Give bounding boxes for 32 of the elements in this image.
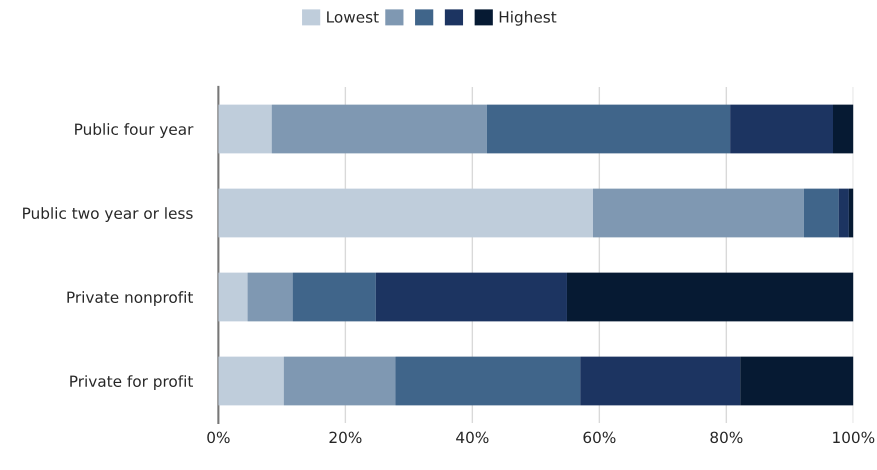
bar <box>833 104 854 154</box>
bar <box>592 188 804 238</box>
bar <box>566 272 854 322</box>
bar <box>740 356 854 406</box>
bar <box>376 272 567 322</box>
bar <box>292 272 376 322</box>
bar <box>284 356 396 406</box>
x-tick-label: 40% <box>456 432 488 444</box>
x-tick-label: 80% <box>710 432 742 444</box>
bar <box>248 272 293 322</box>
bar <box>272 104 487 154</box>
x-tick-label: 20% <box>330 432 362 444</box>
y-tick-label: Private for profit <box>70 375 194 390</box>
x-tick-label: 0% <box>207 432 230 444</box>
bar <box>848 188 854 238</box>
y-tick-label: Public two year or less <box>23 207 193 222</box>
bar <box>838 188 849 238</box>
y-tick-label: Private nonprofit <box>67 291 194 306</box>
bar <box>580 356 740 406</box>
bar <box>396 356 580 406</box>
bar <box>804 188 839 238</box>
bar <box>218 356 284 406</box>
x-tick-label: 100% <box>833 432 874 444</box>
legend-label: Lowest <box>327 11 379 23</box>
bar <box>730 104 834 154</box>
legend-label: Highest <box>500 10 556 26</box>
bar <box>218 104 272 154</box>
bar <box>486 104 730 154</box>
y-tick-label: Public four year <box>75 123 194 138</box>
bar <box>218 272 248 322</box>
x-tick-label: 60% <box>583 432 616 444</box>
bar <box>218 188 593 238</box>
